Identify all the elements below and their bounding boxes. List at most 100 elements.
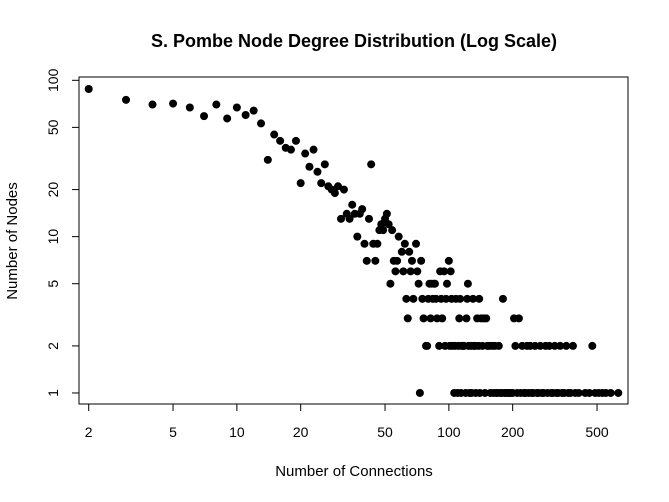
data-point <box>440 267 449 276</box>
data-point <box>418 294 427 303</box>
data-point <box>469 294 478 303</box>
data-point <box>353 232 362 241</box>
y-tick-label: 20 <box>45 182 61 198</box>
data-point <box>334 182 343 191</box>
data-point <box>426 314 435 323</box>
data-point <box>345 214 354 223</box>
data-point <box>313 167 322 176</box>
data-point <box>148 100 157 109</box>
data-point <box>606 388 615 397</box>
data-point <box>384 220 393 229</box>
data-point <box>406 267 415 276</box>
data-point <box>568 341 577 350</box>
data-point <box>379 226 388 235</box>
data-point <box>514 314 523 323</box>
data-point <box>511 341 520 350</box>
x-tick-label: 10 <box>229 424 245 440</box>
data-point <box>423 341 432 350</box>
data-point <box>320 160 329 169</box>
data-point <box>291 136 300 145</box>
data-point <box>185 103 194 112</box>
data-point <box>362 256 371 265</box>
data-point <box>386 279 395 288</box>
data-point <box>330 189 339 198</box>
data-point <box>430 279 439 288</box>
data-point <box>419 314 428 323</box>
data-point <box>371 256 380 265</box>
data-point <box>417 256 426 265</box>
data-point <box>309 145 318 154</box>
data-point <box>84 84 93 93</box>
data-point <box>413 267 422 276</box>
data-point <box>200 112 209 121</box>
data-point <box>241 110 250 119</box>
data-point <box>442 279 451 288</box>
data-point <box>339 185 348 194</box>
data-point <box>588 341 597 350</box>
y-tick-label: 5 <box>45 280 61 288</box>
y-tick-label: 1 <box>45 389 61 397</box>
data-point <box>348 200 357 209</box>
data-point <box>482 314 491 323</box>
x-tick-label: 2 <box>85 424 93 440</box>
data-point <box>498 294 507 303</box>
data-point <box>435 341 444 350</box>
data-point <box>270 130 279 139</box>
data-point <box>585 388 594 397</box>
data-point <box>446 267 455 276</box>
data-point <box>122 95 131 104</box>
data-point <box>394 232 403 241</box>
data-point <box>249 106 258 115</box>
data-point <box>317 179 326 188</box>
data-point <box>463 294 472 303</box>
x-tick-label: 200 <box>501 424 525 440</box>
x-axis-label: Number of Connections <box>275 463 433 480</box>
data-point <box>232 103 241 112</box>
x-tick-label: 100 <box>437 424 461 440</box>
data-point <box>409 294 418 303</box>
plot-area-frame <box>78 76 629 405</box>
data-point <box>393 256 402 265</box>
data-point <box>212 100 221 109</box>
data-point <box>257 119 266 128</box>
data-points <box>84 84 623 397</box>
x-tick-label: 50 <box>377 424 393 440</box>
data-point <box>373 239 382 248</box>
data-point <box>462 314 471 323</box>
data-point <box>456 294 465 303</box>
data-point <box>402 294 411 303</box>
y-axis: 1 2 5 10 20 50 100 <box>45 68 80 397</box>
data-point <box>223 114 232 123</box>
chart-title: S. Pombe Node Degree Distribution (Log S… <box>151 31 557 51</box>
data-point <box>367 160 376 169</box>
data-point <box>412 239 421 248</box>
x-tick-label: 20 <box>293 424 309 440</box>
data-point <box>337 214 346 223</box>
data-point <box>556 341 565 350</box>
data-point <box>358 205 367 214</box>
data-point <box>305 162 314 171</box>
data-point <box>494 341 503 350</box>
data-point <box>463 279 472 288</box>
data-point <box>388 226 397 235</box>
x-axis: 2 5 10 20 50 100 200 500 <box>85 403 609 440</box>
data-point <box>301 149 310 158</box>
data-point <box>414 279 423 288</box>
data-point <box>397 247 406 256</box>
x-tick-label: 5 <box>169 424 177 440</box>
y-tick-label: 2 <box>45 342 61 350</box>
data-point <box>407 256 416 265</box>
data-point <box>475 294 484 303</box>
data-point <box>286 145 295 154</box>
data-point <box>442 294 451 303</box>
data-point <box>391 267 400 276</box>
y-tick-label: 50 <box>45 119 61 135</box>
data-point <box>438 314 447 323</box>
data-point <box>399 267 408 276</box>
data-point <box>276 136 285 145</box>
y-tick-label: 100 <box>45 68 61 92</box>
data-point <box>169 99 178 108</box>
y-tick-label: 10 <box>45 229 61 245</box>
data-point <box>444 256 453 265</box>
